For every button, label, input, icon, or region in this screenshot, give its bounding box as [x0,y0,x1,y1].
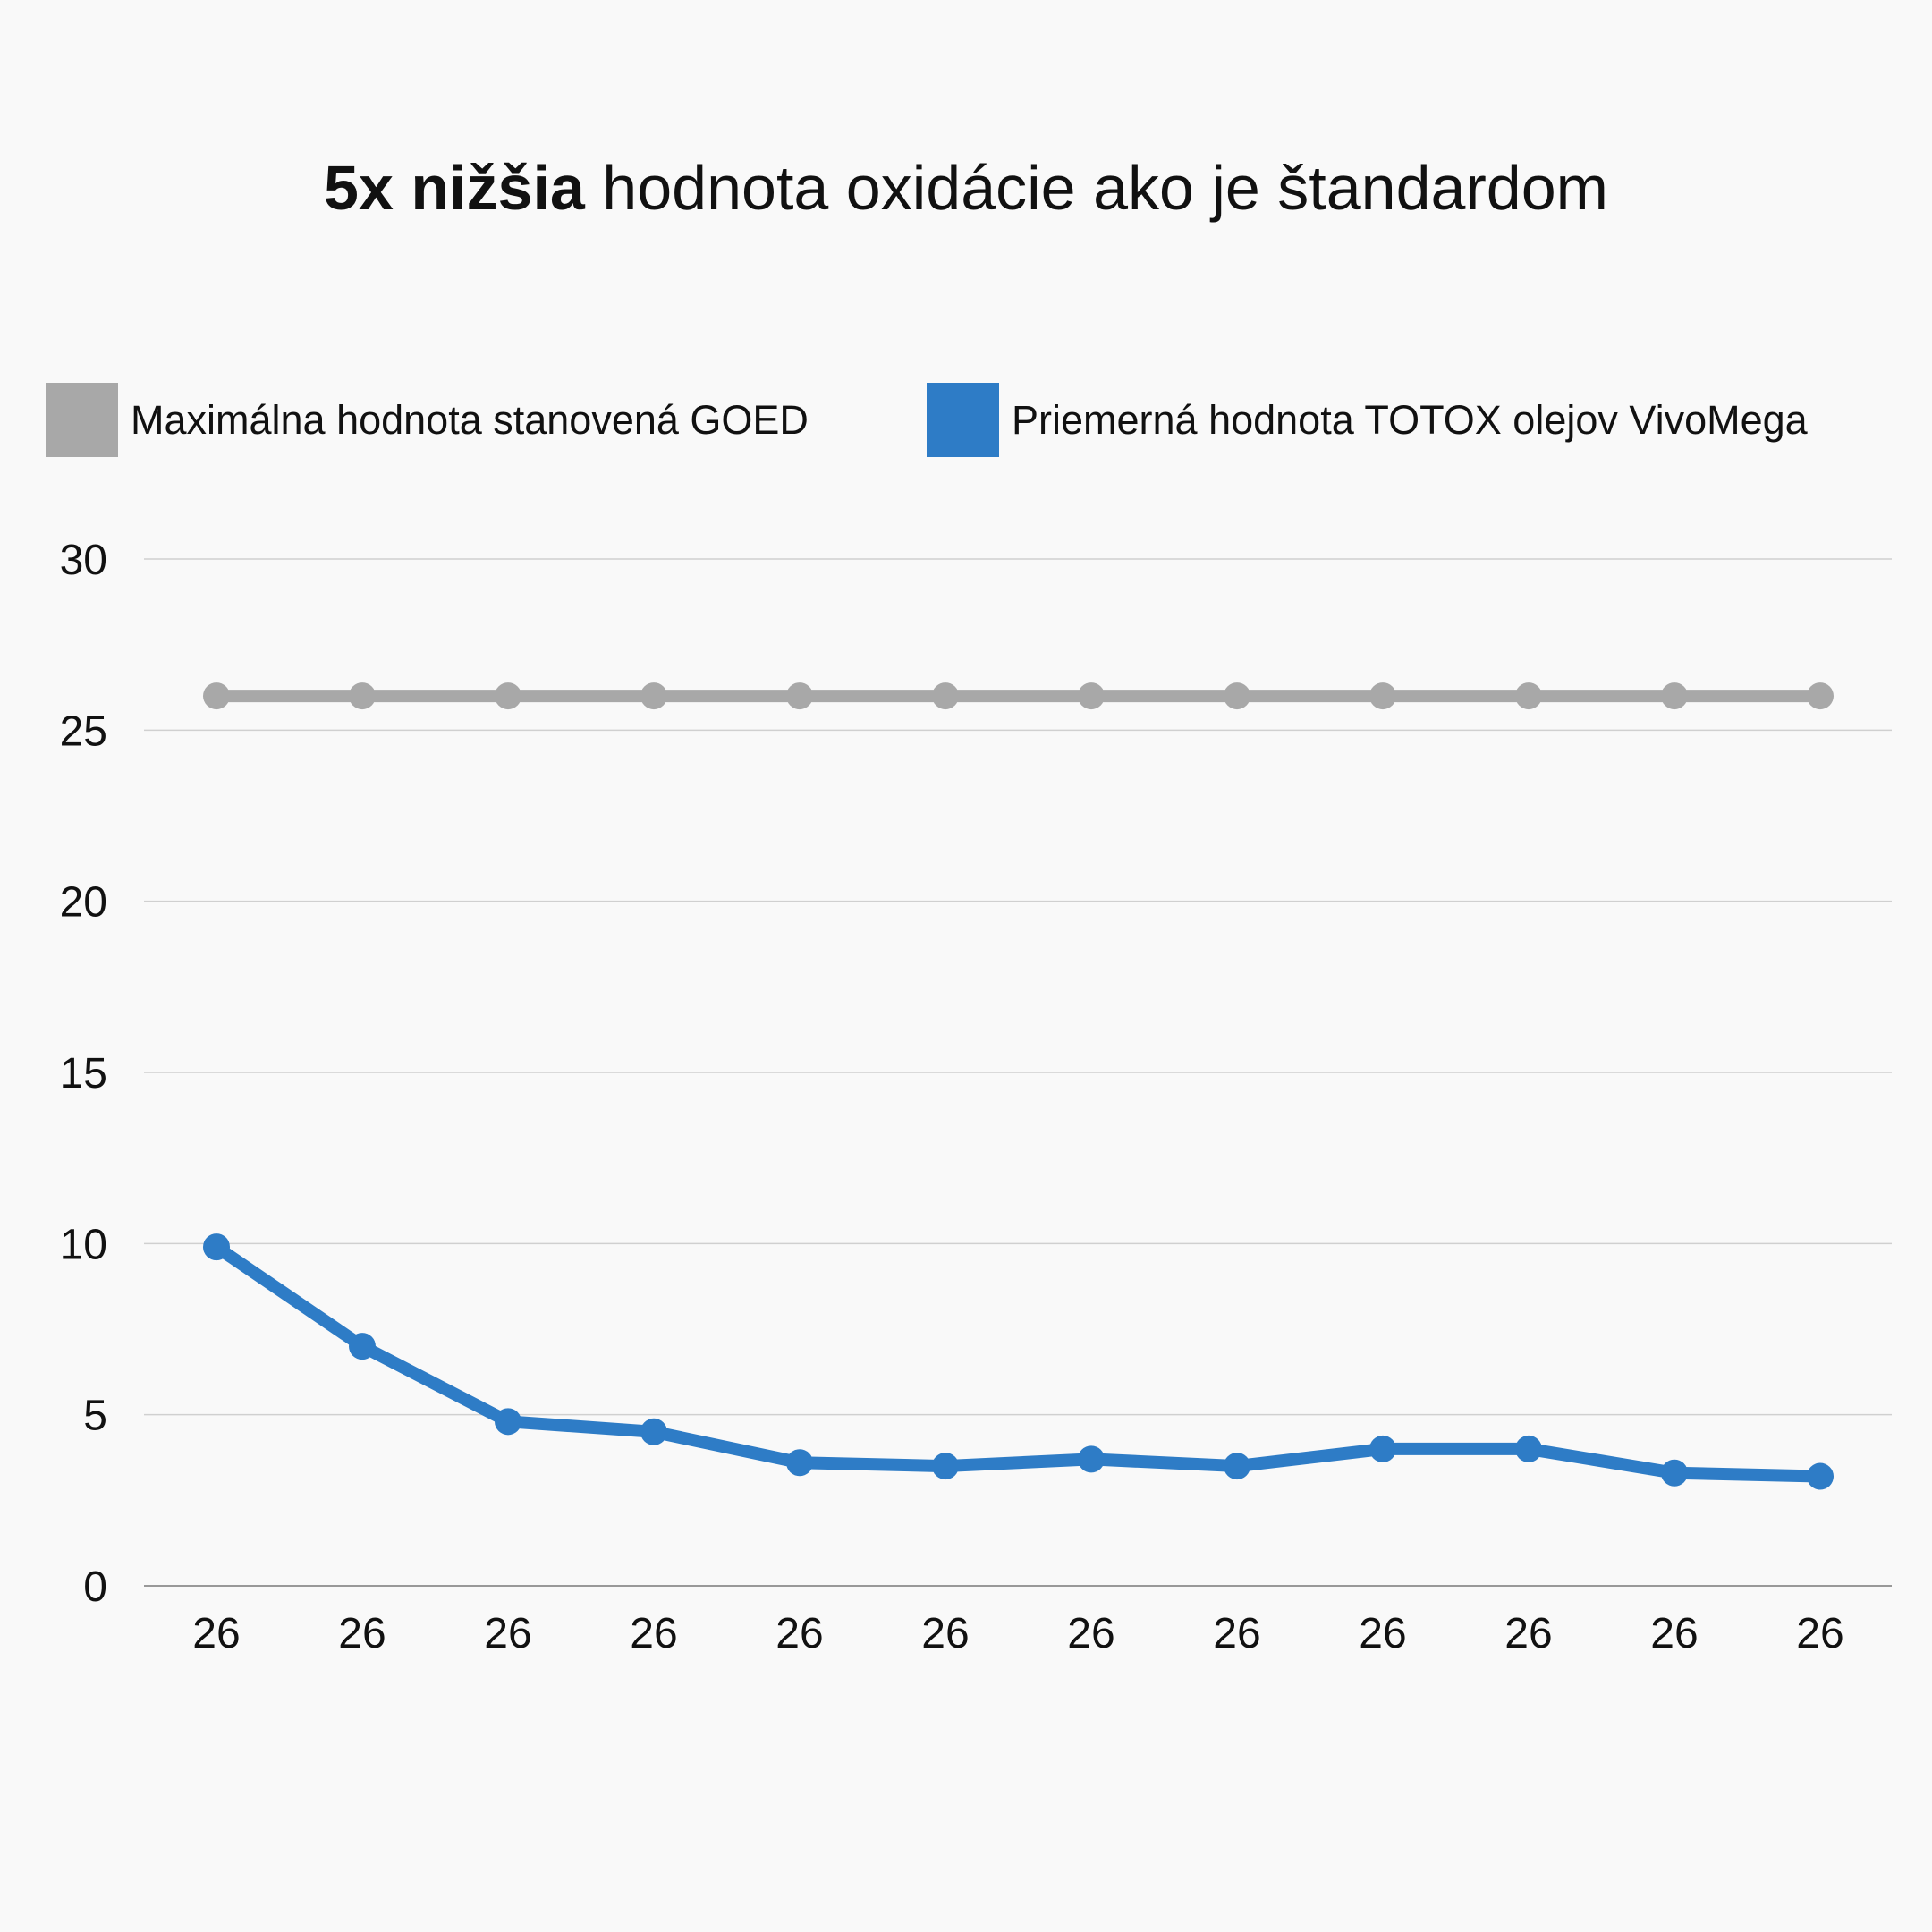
data-point [1515,682,1542,710]
data-point [203,1233,230,1261]
y-tick-label: 30 [60,537,107,584]
x-tick-label: 26 [1359,1610,1406,1657]
x-tick-label: 26 [1067,1610,1114,1657]
data-point [1078,1445,1105,1473]
x-tick-label: 26 [1504,1610,1552,1657]
legend-label-vivomega: Priemerná hodnota TOTOX olejov VivoMega [1012,396,1808,443]
data-point [640,1418,667,1445]
data-point [640,682,667,710]
legend-swatch-goed [46,383,118,457]
x-tick-label: 26 [338,1610,386,1657]
data-point [932,1453,959,1480]
data-point [1661,682,1688,710]
data-point [1224,682,1250,710]
legend-item-goed: Maximálna hodnota stanovená GOED [46,383,809,457]
data-point [1369,682,1396,710]
x-tick-label: 26 [1650,1610,1698,1657]
data-point [786,682,813,710]
x-tick-label: 26 [1213,1610,1260,1657]
data-point [349,1333,376,1360]
legend-item-vivomega: Priemerná hodnota TOTOX olejov VivoMega [927,383,1808,457]
series-line-1 [213,1241,1821,1483]
x-tick-label: 26 [1796,1610,1843,1657]
data-point [1515,1435,1542,1462]
y-tick-label: 5 [83,1393,107,1440]
legend-label-goed: Maximálna hodnota stanovená GOED [131,396,809,443]
data-point [1369,1435,1396,1462]
data-point [495,682,521,710]
y-tick-label: 20 [60,879,107,927]
data-point [1807,1462,1834,1490]
data-point [203,682,230,710]
legend-swatch-vivomega [927,383,999,457]
y-tick-label: 10 [60,1221,107,1268]
x-tick-label: 26 [775,1610,823,1657]
y-tick-label: 25 [60,708,107,755]
data-point [1224,1453,1250,1480]
data-point [1661,1459,1688,1487]
title-bold: 5x nižšia [324,153,585,223]
chart-title: 5x nižšia hodnota oxidácie ako je štanda… [0,152,1932,224]
title-rest: hodnota oxidácie ako je štandardom [584,153,1608,223]
y-tick-label: 0 [83,1563,107,1611]
x-tick-label: 26 [192,1610,240,1657]
data-point [495,1408,521,1436]
x-tick-label: 26 [484,1610,531,1657]
x-tick-label: 26 [630,1610,677,1657]
data-point [932,682,959,710]
data-point [786,1449,813,1477]
data-point [349,682,376,710]
y-tick-label: 15 [60,1050,107,1097]
data-point [1807,682,1834,710]
data-point [1078,682,1105,710]
x-tick-label: 26 [921,1610,969,1657]
